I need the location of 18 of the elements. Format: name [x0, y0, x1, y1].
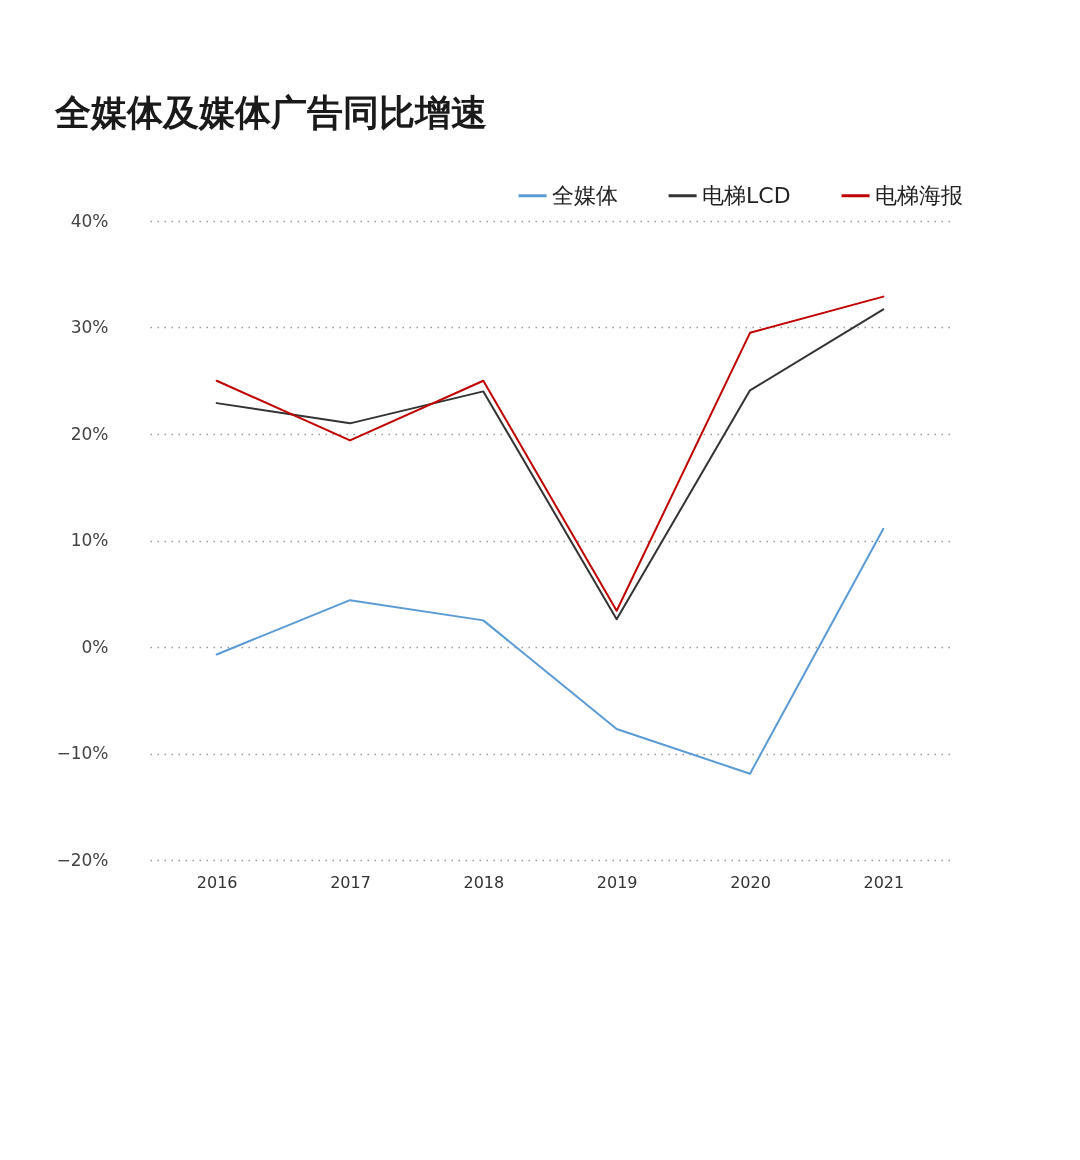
y-tick-label: −20% [56, 849, 109, 870]
x-tick-label: 2016 [196, 872, 238, 892]
y-tick-label: −10% [56, 743, 109, 763]
x-tick-label: 2019 [596, 872, 638, 892]
y-tick-label: 0% [81, 636, 109, 657]
y-tick-label: 10% [70, 530, 109, 550]
y-tick-label: 20% [70, 423, 109, 444]
legend-label: 电梯LCD [702, 182, 791, 208]
y-tick-label: 30% [70, 317, 109, 337]
legend-label: 全媒体 [552, 182, 619, 208]
x-tick-label: 2017 [330, 872, 371, 892]
line-series [215, 527, 885, 775]
x-tick-label: 2021 [863, 872, 905, 892]
y-tick-label: 40% [70, 210, 109, 231]
legend-label: 电梯海报 [875, 182, 964, 208]
chart-title: 全媒体及媒体广告同比增速 [54, 92, 487, 133]
x-tick-label: 2018 [463, 872, 505, 892]
x-tick-label: 2020 [730, 872, 771, 892]
